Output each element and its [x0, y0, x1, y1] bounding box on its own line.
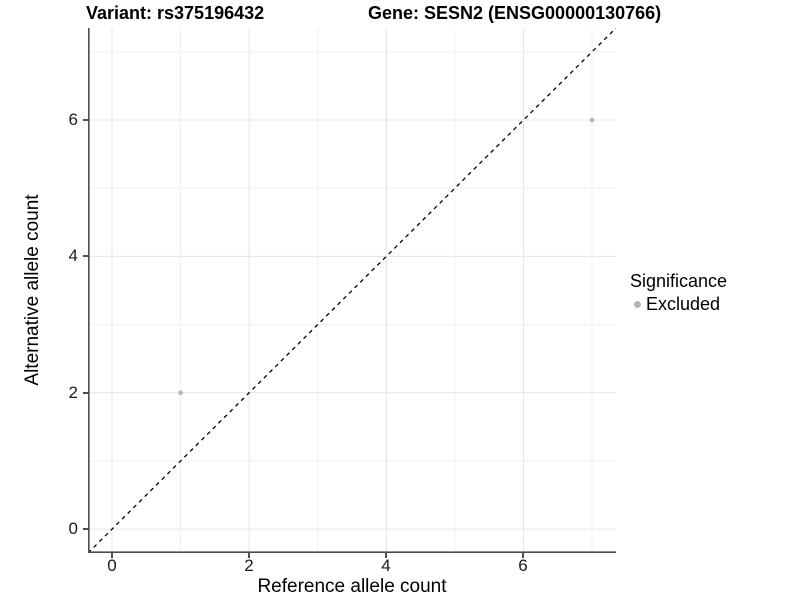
variant-title: Variant: rs375196432	[86, 3, 265, 23]
y-tick-label: 0	[68, 519, 78, 538]
legend-item-excluded: Excluded	[630, 293, 727, 315]
y-tick-label: 6	[68, 110, 78, 129]
x-tick-label: 0	[107, 556, 117, 575]
x-tick-mark	[522, 553, 524, 558]
legend-item-label: Excluded	[646, 294, 721, 314]
y-tick-label: 4	[68, 246, 78, 265]
y-axis-title: Alternative allele count	[22, 194, 43, 386]
x-tick-label: 2	[244, 556, 254, 575]
x-tick-mark	[385, 553, 387, 558]
legend-title: Significance	[630, 271, 728, 291]
x-tick-label: 4	[381, 556, 391, 575]
legend: Significance Excluded	[630, 270, 727, 315]
plot-panel	[88, 28, 616, 553]
y-tick-mark	[83, 392, 88, 394]
scatter-plot	[88, 28, 616, 553]
y-tick-mark	[83, 528, 88, 530]
y-tick-label: 2	[68, 383, 78, 402]
y-tick-mark	[83, 119, 88, 121]
gene-title: Gene: SESN2 (ENSG00000130766)	[368, 3, 662, 23]
x-tick-mark	[111, 553, 113, 558]
x-tick-label: 6	[518, 556, 528, 575]
x-axis-title: Reference allele count	[257, 576, 447, 597]
y-tick-mark	[83, 255, 88, 257]
excluded-point-icon	[634, 300, 641, 308]
x-tick-mark	[248, 553, 250, 558]
